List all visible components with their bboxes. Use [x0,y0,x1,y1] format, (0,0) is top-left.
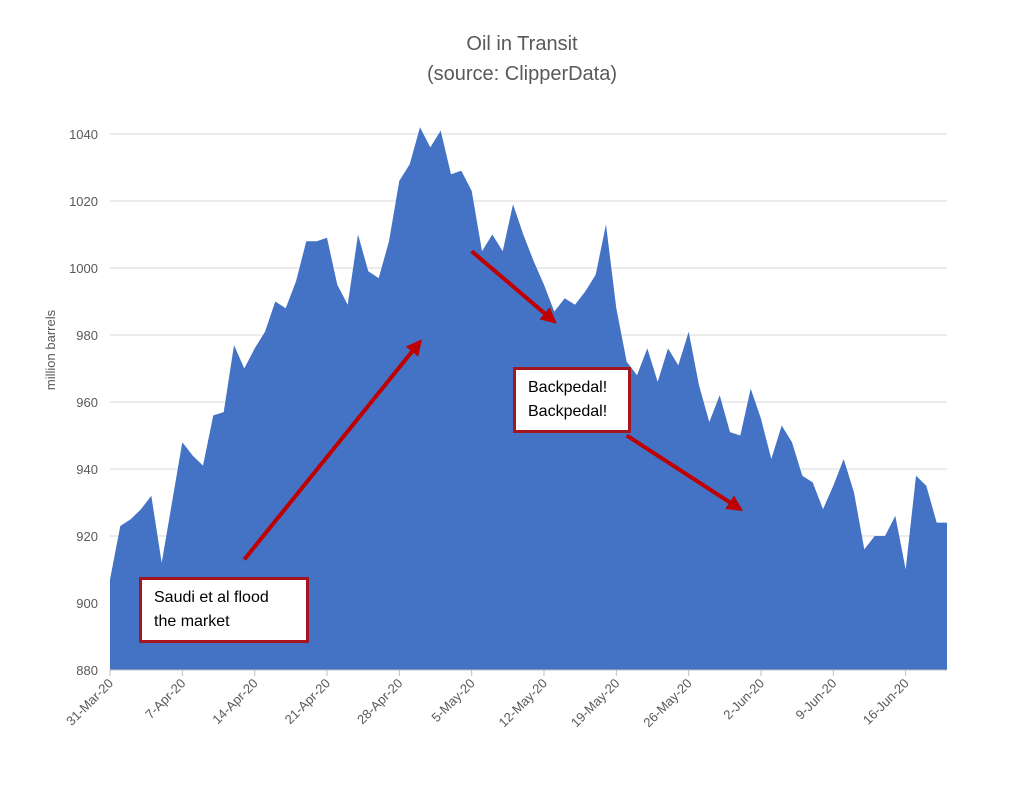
y-tick-label: 920 [76,529,98,544]
callout-saudi-line-2: the market [154,613,230,630]
annotation-arrow [242,339,423,561]
y-tick-label: 1040 [69,127,98,142]
callout-backpedal-line-1: Backpedal! [528,379,608,396]
x-tick-label: 9-Jun-20 [793,676,840,723]
annotation-arrow [625,433,744,511]
x-axis-ticks: 31-Mar-20 7-Apr-20 14-Apr-20 21-Apr-20 28-Ap… [63,669,947,731]
callout-saudi-flood: Saudi et al flood the market [139,577,309,643]
x-tick-label: 5-May-20 [428,676,477,725]
y-tick-label: 980 [76,328,98,343]
x-tick-label: 16-Jun-20 [860,676,912,728]
y-tick-label: 940 [76,462,98,477]
y-tick-label: 900 [76,596,98,611]
x-tick-label: 28-Apr-20 [354,676,405,727]
y-tick-label: 960 [76,395,98,410]
annotation-arrow [470,249,557,324]
y-tick-label: 880 [76,663,98,678]
callout-backpedal: Backpedal! Backpedal! [513,367,631,433]
annotation-arrows [242,249,744,561]
x-tick-label: 14-Apr-20 [209,676,260,727]
x-tick-label: 12-May-20 [496,676,551,731]
x-tick-label: 19-May-20 [568,676,623,731]
chart-subtitle: (source: ClipperData) [427,63,617,85]
y-tick-label: 1000 [69,261,98,276]
x-tick-label: 2-Jun-20 [720,676,767,723]
chart-title: Oil in Transit [466,33,578,55]
x-tick-label: 21-Apr-20 [282,676,333,727]
y-tick-label: 1020 [69,194,98,209]
callout-backpedal-line-2: Backpedal! [528,403,608,420]
x-tick-label: 31-Mar-20 [63,676,116,729]
y-axis-ticks: 880 900 920 940 960 980 1000 1020 1040 [69,127,98,678]
x-tick-label: 26-May-20 [640,676,695,731]
y-axis-label: million barrels [43,309,58,390]
x-tick-label: 7-Apr-20 [142,676,188,722]
callout-saudi-line-1: Saudi et al flood [154,589,269,606]
